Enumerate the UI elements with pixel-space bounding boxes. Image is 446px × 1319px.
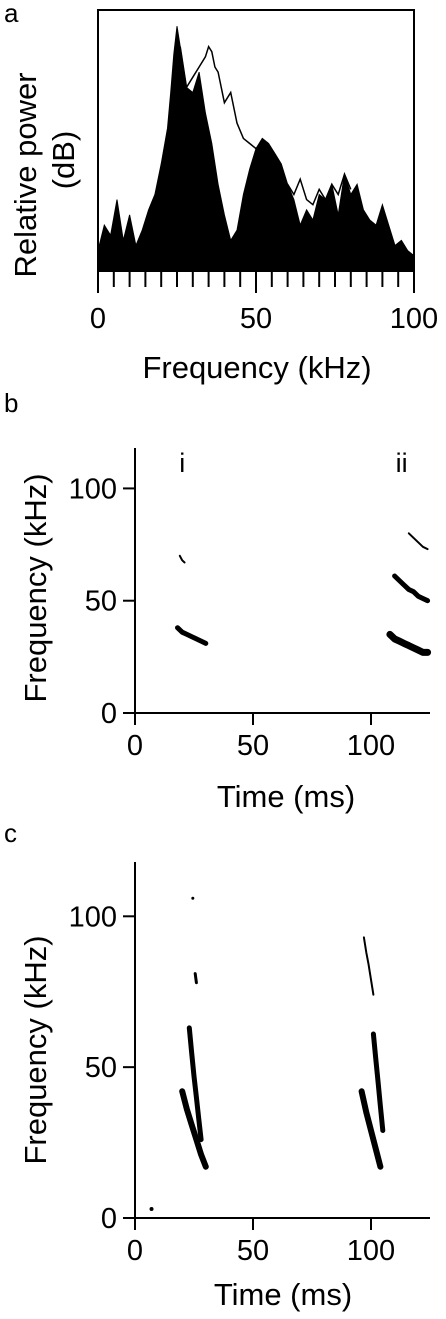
- panel-c-trace: [362, 936, 375, 996]
- panel-b-axes: [134, 448, 430, 714]
- panel-b-xtick-label: 0: [127, 730, 143, 762]
- panel-c-xtick-label: 50: [237, 1235, 269, 1267]
- panel-c-axes: [134, 862, 430, 1219]
- panel-a-xtick-label: 0: [90, 303, 106, 335]
- panel-c-trace: [186, 1025, 204, 1143]
- panel-b-call-label: i: [179, 448, 185, 478]
- panel-b-ytick-label: 50: [85, 586, 117, 618]
- panel-b-xtick-label: 100: [347, 730, 395, 762]
- panel-label-a: a: [4, 0, 19, 28]
- panel-c-trace: [370, 1031, 386, 1133]
- panel-b-xlabel: Time (ms): [217, 779, 355, 814]
- panel-c-spectrogram: 0 50 100 0 50 100 Frequency (kHz) Time (ms): [18, 862, 430, 1312]
- panel-label-b: b: [4, 388, 18, 418]
- panel-b-ylabel: Frequency (kHz): [18, 473, 53, 702]
- panel-c-xtick-label: 100: [347, 1235, 395, 1267]
- panel-c-trace: [358, 1088, 384, 1170]
- panel-b-trace: [386, 630, 432, 656]
- panel-c-xlabel: Time (ms): [214, 1277, 352, 1312]
- panel-c-trace: [193, 972, 198, 985]
- panel-b-ytick-label: 0: [101, 698, 117, 730]
- panel-a-ylabel-line2: (dB): [46, 131, 81, 190]
- panel-c-trace: [179, 1088, 209, 1170]
- panel-b-trace: [175, 625, 209, 646]
- panel-c-xtick-label: 0: [127, 1235, 143, 1267]
- panel-a-series-outline: [179, 44, 352, 206]
- panel-c-ytick-label: 50: [85, 1052, 117, 1084]
- panel-b-trace: [178, 554, 186, 564]
- panel-a-xtick-label: 100: [390, 303, 438, 335]
- panel-c-trace: [191, 896, 195, 900]
- panel-c-ytick-label: 100: [69, 901, 117, 933]
- panel-a-ylabel-line1: Relative power: [8, 72, 43, 277]
- panel-a-xlabel: Frequency (kHz): [142, 350, 371, 385]
- panel-a-xtick-label: 50: [240, 303, 272, 335]
- panel-a-spectrum: 0 50 100 Relative power (dB) Frequency (kH…: [8, 9, 438, 385]
- panel-b-trace: [392, 573, 431, 604]
- panel-b-xtick-label: 50: [237, 730, 269, 762]
- panel-c-ytick-label: 0: [101, 1203, 117, 1235]
- panel-b-ytick-label: 100: [69, 473, 117, 505]
- panel-b-trace: [407, 532, 429, 551]
- panel-c-ylabel: Frequency (kHz): [18, 935, 53, 1164]
- panel-c-trace: [149, 1206, 154, 1211]
- panel-label-c: c: [4, 818, 17, 848]
- panel-b-call-label: ii: [396, 448, 408, 478]
